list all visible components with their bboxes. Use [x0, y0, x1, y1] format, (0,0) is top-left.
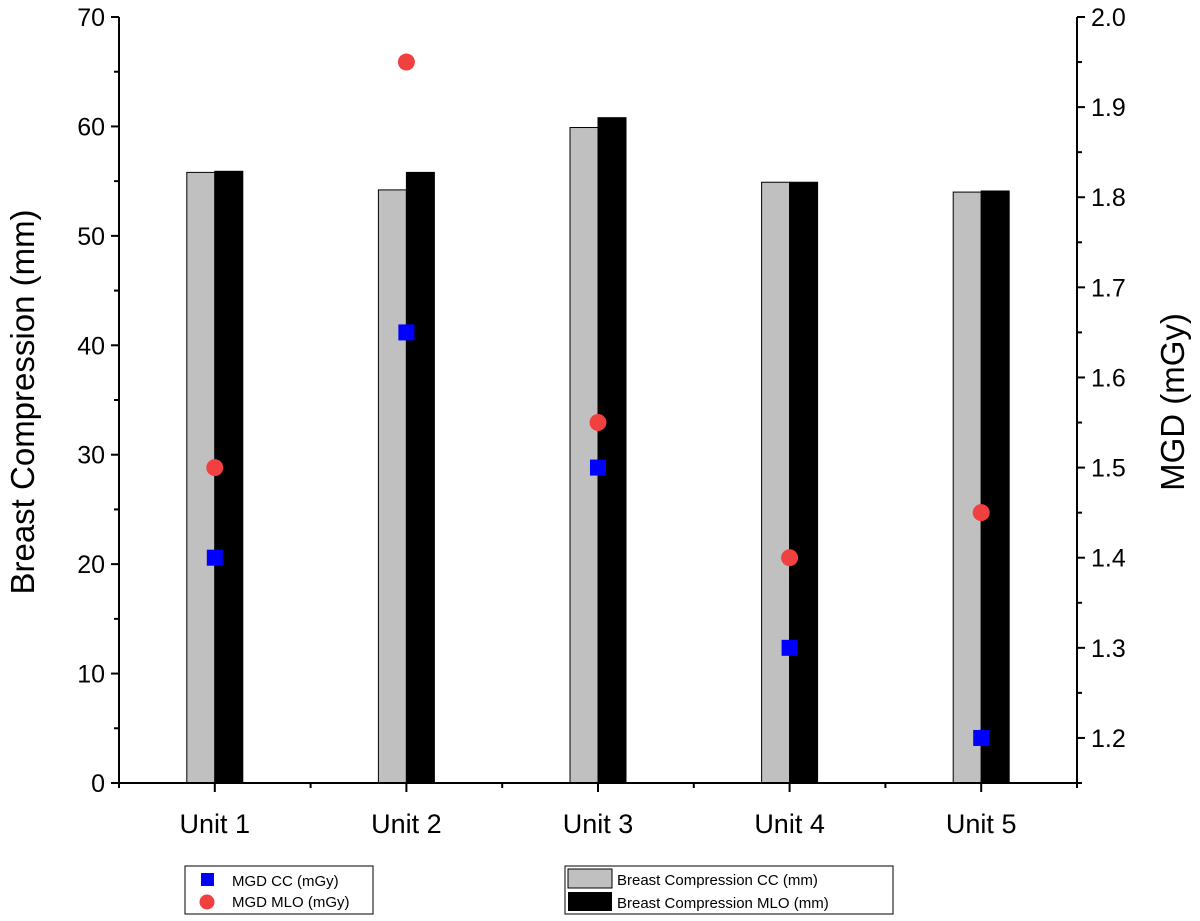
right-tick-label: 1.8: [1091, 184, 1126, 212]
bar-mlo-5: [980, 190, 1010, 784]
point-mgd-cc-1: [206, 549, 223, 566]
right-tick-label: 1.7: [1091, 274, 1126, 302]
left-tick-label: 40: [77, 332, 105, 360]
left-tick-label: 0: [91, 770, 105, 798]
right-tick-label: 1.5: [1091, 455, 1126, 483]
legend-label-bc-mlo: Breast Compression MLO (mm): [617, 895, 829, 912]
point-mgd-cc-2: [398, 324, 415, 341]
bar-mlo-2: [405, 171, 435, 784]
point-mgd-mlo-1: [206, 459, 224, 477]
bar-group: [186, 117, 1010, 784]
point-mgd-cc-4: [781, 639, 798, 656]
legend-label-mgd-cc: MGD CC (mGy): [232, 873, 339, 890]
right-tick-label: 1.2: [1091, 725, 1126, 753]
right-tick-label: 1.6: [1091, 364, 1126, 392]
left-tick-label: 70: [77, 4, 105, 32]
left-tick-label: 20: [77, 551, 105, 579]
x-tick-label: Unit 2: [371, 809, 442, 839]
left-tick-label: 30: [77, 442, 105, 470]
bar-mlo-3: [597, 117, 627, 784]
bar-mlo-4: [789, 181, 819, 784]
bar-cc-5: [952, 191, 982, 784]
left-tick-label: 60: [77, 113, 105, 141]
right-tick-label: 1.3: [1091, 635, 1126, 663]
tick-group: 0 10 20 30 40 50 60 70 1.2 1.3 1.4 1.5 1.6 1.7 1.8 1.9 2…: [77, 4, 1126, 839]
legend-label-bc-cc: Breast Compression CC (mm): [617, 872, 818, 889]
point-mgd-mlo-2: [397, 53, 415, 71]
bar-cc-2: [377, 189, 407, 784]
legend-breast-compression: Breast Compression CC (mm) Breast Compre…: [564, 865, 894, 915]
bar-cc-1: [186, 171, 216, 784]
bar-cc-3: [569, 127, 599, 784]
x-tick-label: Unit 4: [754, 809, 825, 839]
right-tick-label: 1.4: [1091, 545, 1126, 573]
bar-cc-4: [761, 181, 791, 784]
legend-marker-bc-cc: [567, 868, 613, 889]
left-axis-title: Breast Compression (mm): [4, 209, 41, 594]
x-tick-label: Unit 5: [946, 809, 1017, 839]
point-mgd-mlo-4: [781, 549, 799, 567]
point-group: [206, 53, 990, 746]
left-tick-label: 10: [77, 661, 105, 689]
x-tick-label: Unit 1: [180, 809, 251, 839]
right-axis-title: MGD (mGy): [1154, 313, 1191, 491]
legend-mgd: MGD CC (mGy) MGD MLO (mGy): [184, 865, 374, 915]
legend-marker-mgd-mlo: [199, 894, 215, 910]
point-mgd-mlo-5: [972, 504, 990, 522]
legend-label-mgd-mlo: MGD MLO (mGy): [232, 894, 350, 911]
legend-marker-mgd-cc: [201, 873, 214, 886]
bar-mlo-1: [214, 170, 244, 784]
right-tick-label: 2.0: [1091, 4, 1126, 32]
left-tick-label: 50: [77, 223, 105, 251]
point-mgd-cc-5: [973, 729, 990, 746]
point-mgd-mlo-3: [589, 414, 607, 432]
legend-marker-bc-mlo: [568, 892, 612, 911]
x-tick-label: Unit 3: [563, 809, 634, 839]
right-tick-label: 1.9: [1091, 94, 1126, 122]
point-mgd-cc-3: [590, 459, 606, 476]
